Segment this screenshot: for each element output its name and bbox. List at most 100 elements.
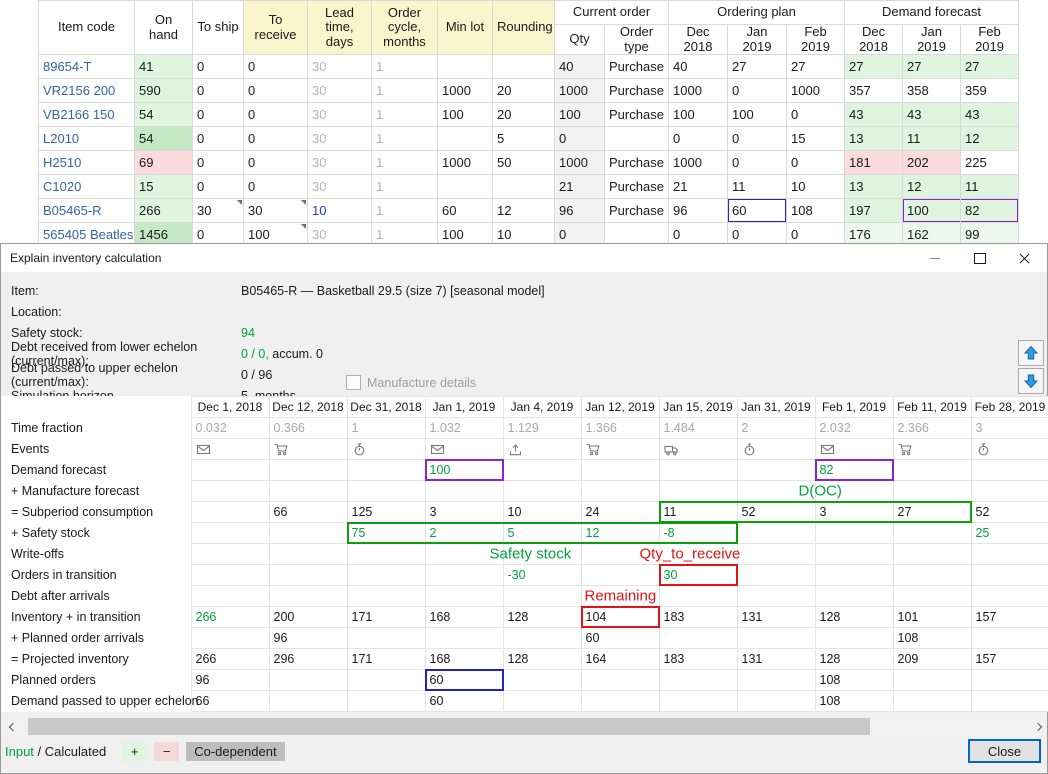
- grid-cell[interactable]: 0: [785, 150, 846, 176]
- grid-cell[interactable]: 5: [492, 126, 555, 152]
- grid-cell[interactable]: 197: [844, 198, 904, 224]
- column-header[interactable]: To ship: [192, 0, 244, 56]
- grid-cell[interactable]: 10: [492, 222, 555, 248]
- minimize-button[interactable]: [912, 244, 957, 272]
- grid-cell[interactable]: 30: [307, 174, 372, 200]
- grid-cell[interactable]: 30: [192, 198, 244, 224]
- grid-cell[interactable]: 1: [371, 150, 438, 176]
- item-code-link[interactable]: VB2166 150: [38, 102, 135, 128]
- grid-cell[interactable]: 54: [134, 126, 193, 152]
- grid-cell[interactable]: Purchase: [604, 78, 669, 104]
- grid-cell[interactable]: 1000: [437, 78, 493, 104]
- column-header[interactable]: Jan 2019: [727, 23, 787, 56]
- column-header[interactable]: Feb 2019: [785, 23, 846, 56]
- grid-cell[interactable]: 0: [243, 102, 308, 128]
- grid-cell[interactable]: 21: [668, 174, 728, 200]
- scrollbar-left-button[interactable]: [3, 718, 20, 735]
- grid-cell[interactable]: 12: [960, 126, 1020, 152]
- item-code-link[interactable]: C1020: [38, 174, 135, 200]
- column-header[interactable]: Lead time, days: [307, 0, 372, 56]
- item-code-link[interactable]: 89654-T: [38, 54, 135, 80]
- column-header[interactable]: To receive: [243, 0, 308, 56]
- grid-cell[interactable]: 0: [192, 174, 244, 200]
- grid-cell[interactable]: 27: [844, 54, 904, 80]
- grid-cell[interactable]: 12: [492, 198, 555, 224]
- grid-cell[interactable]: 10: [307, 198, 372, 224]
- grid-cell[interactable]: 43: [960, 102, 1020, 128]
- grid-cell[interactable]: 13: [844, 126, 904, 152]
- grid-cell[interactable]: 100: [437, 102, 493, 128]
- grid-cell[interactable]: 359: [960, 78, 1020, 104]
- grid-cell[interactable]: 100: [554, 102, 605, 128]
- grid-cell[interactable]: 0: [785, 102, 846, 128]
- grid-cell[interactable]: 0: [668, 126, 728, 152]
- grid-cell[interactable]: 11: [727, 174, 787, 200]
- grid-cell[interactable]: 60: [727, 198, 787, 224]
- grid-cell[interactable]: 41: [134, 54, 193, 80]
- grid-cell[interactable]: 202: [902, 150, 962, 176]
- grid-cell[interactable]: 0: [243, 78, 308, 104]
- grid-cell[interactable]: 100: [902, 198, 962, 224]
- scrollbar-track[interactable]: [20, 718, 1030, 735]
- column-header[interactable]: Qty: [554, 23, 605, 56]
- item-code-link[interactable]: 565405 Beatles ...: [38, 222, 135, 248]
- maximize-button[interactable]: [957, 244, 1002, 272]
- grid-cell[interactable]: 30: [307, 150, 372, 176]
- grid-cell[interactable]: 30: [243, 198, 308, 224]
- grid-cell[interactable]: [437, 174, 493, 200]
- grid-cell[interactable]: 0: [192, 102, 244, 128]
- grid-cell[interactable]: 0: [554, 222, 605, 248]
- column-header[interactable]: Min lot: [437, 0, 493, 56]
- grid-cell[interactable]: Purchase: [604, 54, 669, 80]
- grid-cell[interactable]: 20: [492, 78, 555, 104]
- grid-cell[interactable]: 1000: [554, 150, 605, 176]
- grid-cell[interactable]: 96: [668, 198, 728, 224]
- grid-cell[interactable]: Purchase: [604, 174, 669, 200]
- grid-cell[interactable]: 30: [307, 126, 372, 152]
- grid-cell[interactable]: 1000: [437, 150, 493, 176]
- grid-cell[interactable]: 30: [307, 222, 372, 248]
- grid-cell[interactable]: [437, 54, 493, 80]
- grid-cell[interactable]: 54: [134, 102, 193, 128]
- grid-cell[interactable]: 0: [554, 126, 605, 152]
- grid-cell[interactable]: 0: [243, 150, 308, 176]
- grid-cell[interactable]: 1: [371, 222, 438, 248]
- grid-cell[interactable]: 43: [902, 102, 962, 128]
- grid-cell[interactable]: 0: [192, 78, 244, 104]
- scroll-up-button[interactable]: [1018, 340, 1044, 366]
- grid-cell[interactable]: 1: [371, 174, 438, 200]
- grid-cell[interactable]: 225: [960, 150, 1020, 176]
- item-code-link[interactable]: H2510: [38, 150, 135, 176]
- grid-cell[interactable]: 357: [844, 78, 904, 104]
- grid-cell[interactable]: 11: [902, 126, 962, 152]
- horizontal-scrollbar[interactable]: [3, 718, 1047, 735]
- grid-cell[interactable]: 0: [192, 222, 244, 248]
- grid-cell[interactable]: 40: [554, 54, 605, 80]
- grid-cell[interactable]: 1: [371, 126, 438, 152]
- grid-cell[interactable]: 15: [134, 174, 193, 200]
- grid-cell[interactable]: 1: [371, 198, 438, 224]
- grid-cell[interactable]: 0: [192, 126, 244, 152]
- column-header[interactable]: On hand: [134, 0, 193, 56]
- grid-cell[interactable]: [492, 174, 555, 200]
- grid-cell[interactable]: [604, 222, 669, 248]
- grid-cell[interactable]: 27: [727, 54, 787, 80]
- scrollbar-thumb[interactable]: [28, 718, 870, 735]
- grid-cell[interactable]: 1000: [554, 78, 605, 104]
- grid-cell[interactable]: 1: [371, 78, 438, 104]
- grid-cell[interactable]: 11: [960, 174, 1020, 200]
- grid-cell[interactable]: 358: [902, 78, 962, 104]
- grid-cell[interactable]: 0: [243, 126, 308, 152]
- column-header[interactable]: Dec 2018: [844, 23, 904, 56]
- grid-cell[interactable]: Purchase: [604, 150, 669, 176]
- close-window-button[interactable]: [1002, 244, 1047, 272]
- grid-cell[interactable]: [604, 126, 669, 152]
- grid-cell[interactable]: 10: [785, 174, 846, 200]
- grid-cell[interactable]: 96: [554, 198, 605, 224]
- grid-cell[interactable]: 1000: [785, 78, 846, 104]
- column-header[interactable]: Feb 2019: [960, 23, 1020, 56]
- grid-cell[interactable]: 0: [727, 78, 787, 104]
- column-header[interactable]: Order type: [604, 23, 669, 56]
- grid-cell[interactable]: 0: [243, 174, 308, 200]
- grid-cell[interactable]: 0: [785, 222, 846, 248]
